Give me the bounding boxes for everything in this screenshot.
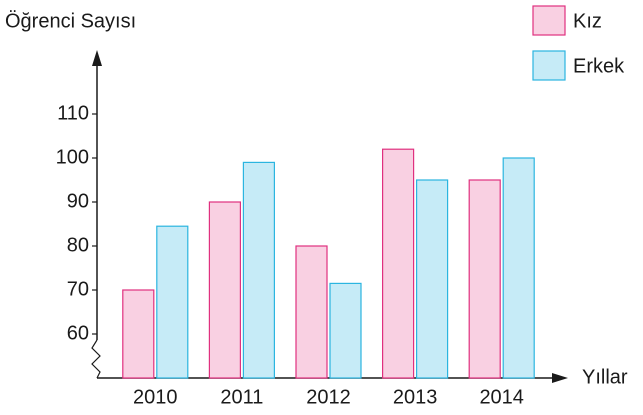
legend-swatch [532,50,566,81]
axis-break [91,339,101,379]
x-tick-label: 2014 [479,386,524,408]
y-axis-arrow [92,50,102,66]
x-tick-label: 2013 [393,386,438,408]
bar [382,148,415,379]
y-tick-label: 100 [56,146,89,168]
bar [122,289,155,379]
x-tick-label: 2011 [220,386,263,408]
bar [416,179,449,379]
legend-label: Kız [573,10,602,32]
bar [502,157,535,379]
y-axis-label: Öğrenci Sayısı [5,10,136,32]
x-axis-arrow [552,373,568,383]
bar [156,225,189,379]
x-axis-label: Yıllar [582,366,628,388]
bar [468,179,501,379]
y-tick-label: 60 [67,322,89,344]
legend-label: Erkek [573,55,625,77]
y-tick-label: 70 [67,278,89,300]
x-tick-label: 2010 [133,386,178,408]
x-tick-label: 2012 [306,386,351,408]
y-tick-label: 90 [67,190,89,212]
bar [295,245,328,379]
y-tick-label: 80 [67,234,89,256]
bar [208,201,241,379]
bar [329,282,362,379]
bar [242,161,275,379]
y-tick-label: 110 [57,102,89,124]
legend-swatch [532,5,566,36]
